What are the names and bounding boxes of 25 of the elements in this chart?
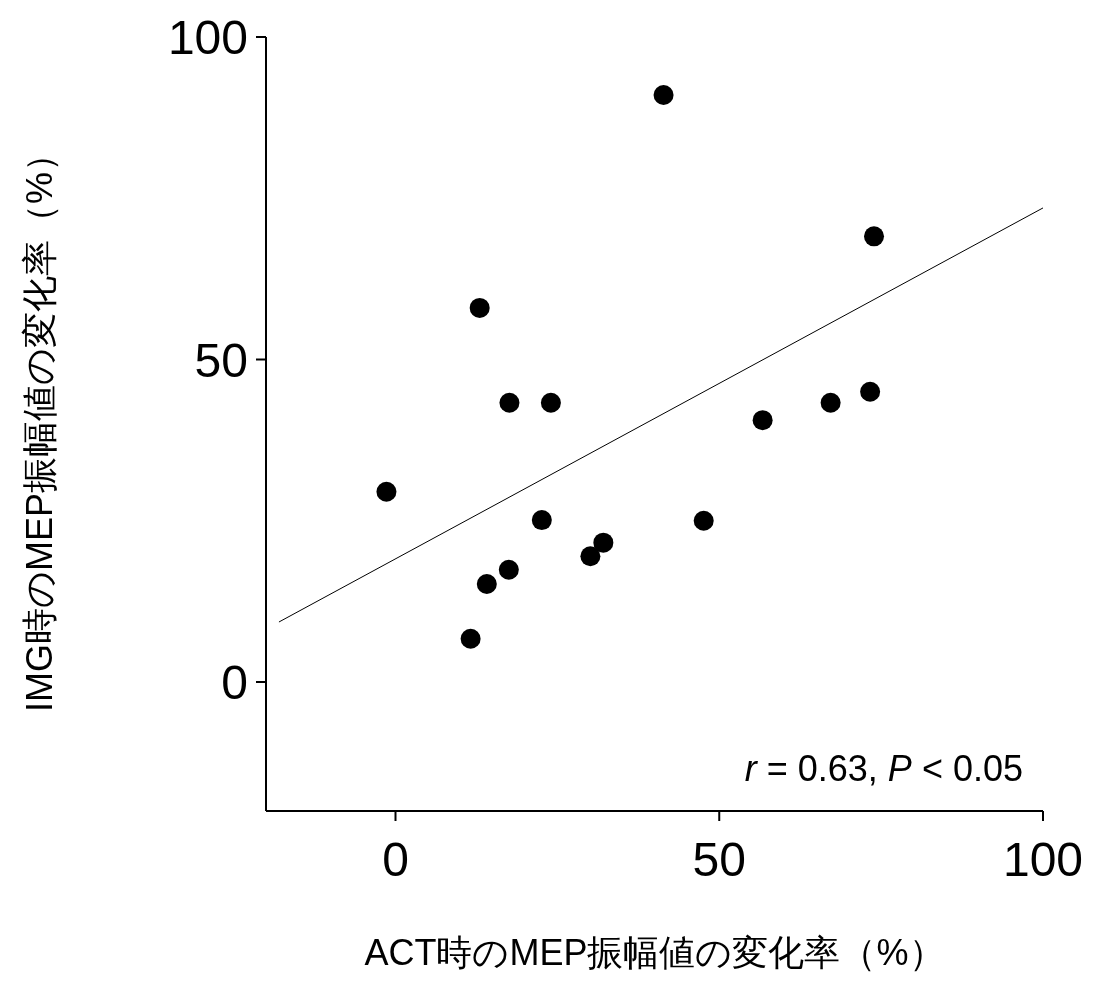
point	[593, 532, 614, 553]
point	[820, 392, 841, 413]
point	[860, 381, 881, 402]
point	[540, 392, 561, 413]
x-tick-label: 50	[692, 833, 746, 886]
point	[499, 392, 520, 413]
point	[531, 510, 552, 531]
annotation: r = 0.63, P < 0.05	[744, 748, 1023, 789]
point	[580, 546, 601, 567]
y-tick-label: 100	[167, 11, 248, 64]
y-tick-label: 50	[194, 333, 248, 387]
x-tick-label: 0	[382, 833, 409, 886]
point	[460, 628, 481, 649]
y-tick-label: 0	[221, 656, 248, 709]
x-tick-label: 100	[1002, 833, 1084, 886]
point	[376, 481, 397, 502]
x-axis-title: ACT時のMEP振幅値の変化率（%）	[364, 932, 945, 973]
point	[693, 510, 714, 531]
point	[476, 573, 497, 594]
point	[653, 85, 674, 106]
point	[498, 559, 519, 580]
point	[752, 410, 773, 431]
point	[864, 226, 884, 247]
point	[469, 297, 490, 318]
y-axis-title: IMG時のMEP振幅値の変化率（%）	[19, 135, 60, 713]
